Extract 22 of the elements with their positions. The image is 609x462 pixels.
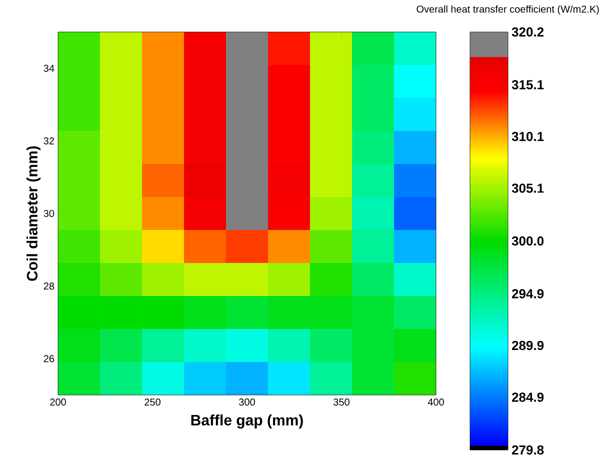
x-tick-label: 400 [428,398,444,406]
x-axis-title: Baffle gap (mm) [191,414,303,429]
color-bar-label: 320.2 [512,27,544,37]
color-bar-label: 294.9 [512,289,544,298]
color-bar-label: 315.1 [512,80,544,90]
color-bar-label: 284.9 [512,392,544,402]
y-tick-label: 26 [44,355,54,362]
y-tick-label: 28 [44,282,54,290]
y-axis-title: Coil diameter (mm) [26,146,40,281]
y-tick-label: 32 [44,137,54,144]
x-tick-label: 250 [144,398,160,406]
color-bar-title: Overall heat transfer coefficient (W/m2.K) [416,5,599,15]
y-tick-label: 34 [44,64,54,72]
x-tick-label: 200 [50,398,66,406]
color-bar-label: 300.0 [512,236,544,246]
color-bar-label: 305.1 [512,184,544,193]
color-bar-label: 279.8 [512,445,544,455]
x-tick-label: 300 [239,398,255,406]
y-tick-label: 30 [44,210,54,218]
color-bar-label: 310.1 [512,132,544,142]
x-tick-label: 350 [334,398,350,406]
color-bar-label: 289.9 [512,340,544,350]
